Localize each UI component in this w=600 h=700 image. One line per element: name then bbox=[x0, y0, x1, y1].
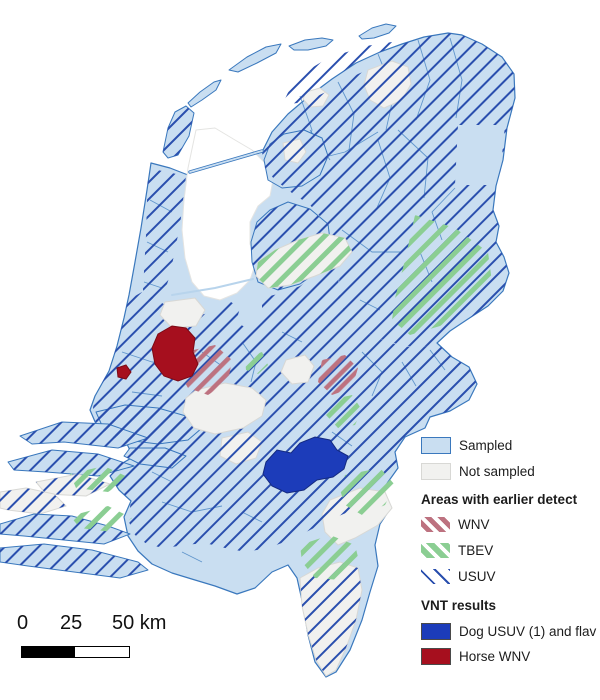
legend-item-dog-usuv: Dog USUV (1) and flav bbox=[421, 623, 596, 640]
scale-bar-graphic bbox=[21, 646, 130, 658]
dog-usuv-label: Dog USUV (1) and flav bbox=[459, 624, 597, 639]
not-sampled-north-of-horse bbox=[159, 297, 206, 329]
tbev-hatch-areas bbox=[70, 215, 492, 580]
not-sampled-swatch bbox=[421, 463, 451, 480]
tbev-label: TBEV bbox=[458, 543, 494, 558]
legend-item-sampled: Sampled bbox=[421, 437, 512, 454]
legend-item-not-sampled: Not sampled bbox=[421, 463, 535, 480]
usuv-label: USUV bbox=[458, 569, 496, 584]
horse-wnv-label: Horse WNV bbox=[459, 649, 531, 664]
afsluitdijk-fill bbox=[189, 150, 263, 173]
scale-tick-50: 50 km bbox=[112, 612, 167, 634]
houtribdijk bbox=[171, 278, 254, 296]
legend-item-tbev: TBEV bbox=[421, 543, 493, 558]
horse-wnv-swatch bbox=[421, 648, 451, 665]
region-horse-wnv bbox=[151, 325, 199, 382]
wnv-label: WNV bbox=[458, 517, 490, 532]
region-horse-wnv-small bbox=[116, 364, 132, 380]
vnt-results-header: VNT results bbox=[421, 598, 497, 613]
legend-item-usuv: USUV bbox=[421, 569, 496, 584]
dog-usuv-swatch bbox=[421, 623, 451, 640]
region-dog-usuv bbox=[262, 436, 349, 494]
earlier-detections-header: Areas with earlier detect bbox=[421, 492, 578, 507]
scale-tick-25: 25 bbox=[60, 612, 83, 634]
usuv-hatch-limburg bbox=[300, 562, 362, 676]
not-sampled-utrecht-east bbox=[280, 354, 315, 385]
sampled-swatch bbox=[421, 437, 451, 454]
wnv-hatch-swatch bbox=[421, 517, 450, 532]
scale-bar-filled-half bbox=[22, 647, 75, 657]
tbev-hatch-swatch bbox=[421, 543, 450, 558]
not-sampled-rivers bbox=[182, 382, 267, 435]
usuv-hatch-swatch bbox=[421, 569, 450, 584]
legend-item-wnv: WNV bbox=[421, 517, 490, 532]
not-sampled-label: Not sampled bbox=[459, 464, 535, 479]
sampled-label: Sampled bbox=[459, 438, 513, 453]
scale-tick-0: 0 bbox=[17, 612, 29, 634]
legend-item-horse-wnv: Horse WNV bbox=[421, 648, 530, 665]
